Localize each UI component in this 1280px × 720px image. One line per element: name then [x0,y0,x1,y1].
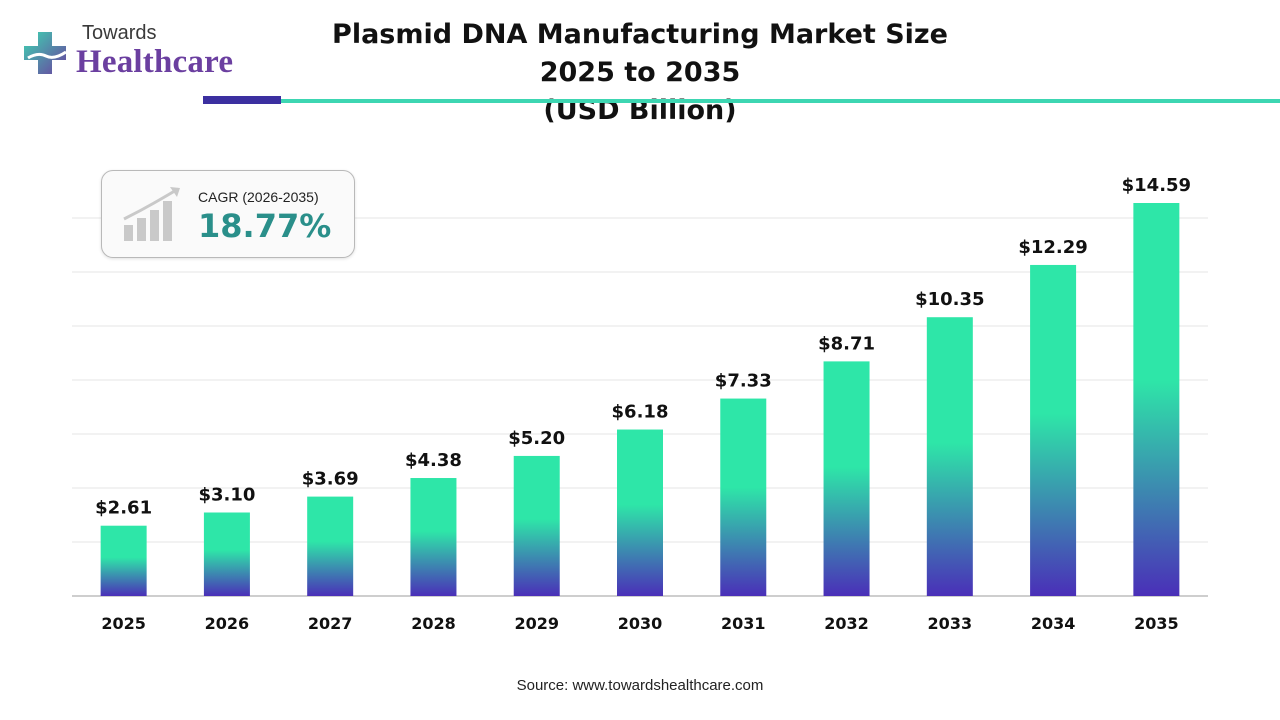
cagr-callout: CAGR (2026-2035) 18.77% [101,170,355,258]
x-tick-label-2026: 2026 [205,614,250,633]
bar-2027 [307,496,354,596]
data-label-2031: $7.33 [715,371,772,392]
data-label-2035: $14.59 [1122,175,1191,196]
x-tick-label-2032: 2032 [824,614,869,633]
data-label-2032: $8.71 [818,333,875,354]
bar-2028 [410,478,457,596]
bar-2035 [1133,203,1180,596]
header-accent-teal [281,99,1280,103]
bar-2031 [720,398,767,596]
x-tick-label-2033: 2033 [928,614,973,633]
x-tick-label-2027: 2027 [308,614,353,633]
chart-title: Plasmid DNA Manufacturing Market Size 20… [290,16,990,130]
towards-healthcare-logo: Towards Healthcare [20,20,250,90]
bar-2034 [1030,264,1077,596]
bar-2026 [203,512,250,596]
data-label-2029: $5.20 [508,428,565,449]
data-label-2030: $6.18 [612,402,669,423]
x-tick-label-2025: 2025 [101,614,146,633]
data-label-2028: $4.38 [405,450,462,471]
cagr-value: 18.77% [198,207,332,245]
data-label-2026: $3.10 [198,484,255,505]
source-note: Source: www.towardshealthcare.com [516,677,764,694]
bar-2033 [926,317,973,596]
logo-text-healthcare: Healthcare [76,44,234,80]
x-tick-label-2029: 2029 [514,614,559,633]
bar-2025 [100,525,147,596]
x-tick-label-2028: 2028 [411,614,456,633]
x-tick-label-2035: 2035 [1134,614,1179,633]
header-accent-dark [203,96,281,104]
bar-2032 [823,361,870,596]
x-tick-label-2030: 2030 [618,614,663,633]
data-label-2025: $2.61 [95,498,152,519]
bar-2029 [513,455,560,596]
medical-cross-icon [24,32,67,74]
cagr-label: CAGR (2026-2035) [198,189,319,205]
data-label-2033: $10.35 [915,289,984,310]
logo-text-towards: Towards [82,22,157,44]
bar-2030 [617,429,663,596]
chart-title-line1: Plasmid DNA Manufacturing Market Size 20… [332,19,948,88]
x-tick-label-2031: 2031 [721,614,766,633]
data-label-2027: $3.69 [302,469,359,490]
growth-chart-icon [123,187,180,241]
data-label-2034: $12.29 [1018,237,1087,258]
x-tick-label-2034: 2034 [1031,614,1076,633]
